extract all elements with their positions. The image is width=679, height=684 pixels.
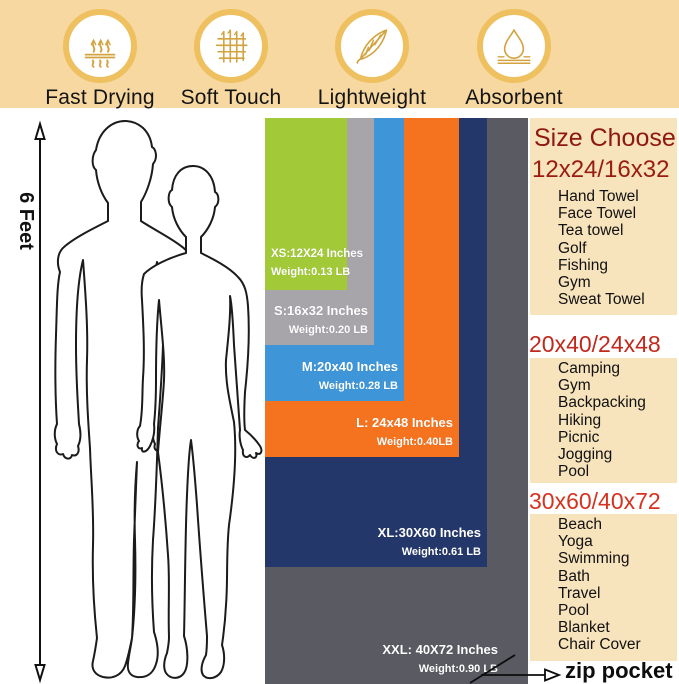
size-use-item: Picnic: [558, 428, 600, 446]
size-group-header-medium: 20x40/24x48: [529, 331, 661, 357]
size-use-item: Jogging: [558, 446, 613, 464]
size-group-list-medium: Camping Gym Backpacking Hiking Picnic Jogging…: [530, 360, 677, 480]
size-group-header-small: 12x24/16x32: [532, 156, 670, 183]
towel-weight-label: Weight:0.90 LB: [418, 663, 498, 675]
woman-outline: [136, 165, 263, 680]
size-use-item: Backpacking: [558, 394, 646, 412]
size-use-item: Swimming: [558, 550, 630, 568]
size-use-item: Fishing: [558, 256, 608, 274]
size-use-item: Travel: [558, 584, 601, 602]
feature-absorbent: Absorbent: [439, 0, 589, 109]
size-use-item: Gym: [558, 377, 591, 395]
towel-size-label: XS:12X24 Inches: [271, 248, 364, 260]
size-use-item: Camping: [558, 360, 621, 377]
zip-pocket-label: zip pocket: [565, 658, 673, 683]
feature-soft-touch: Soft Touch: [156, 0, 306, 109]
size-use-item: Tea towel: [558, 222, 624, 240]
towel-weight-label: Weight:0.28 LB: [318, 380, 398, 392]
size-use-item: Bath: [558, 567, 590, 585]
size-guide-panel-small: Size Choose 12x24/16x32 Hand Towel Face T…: [530, 118, 677, 315]
towel-weight-label: Weight:0.20 LB: [288, 324, 368, 336]
size-use-item: Hand Towel: [558, 188, 639, 205]
size-use-item: Blanket: [558, 619, 610, 637]
feature-label: Absorbent: [465, 86, 563, 109]
towel-size-label: XXL: 40X72 Inches: [382, 642, 498, 657]
size-use-item: Hiking: [558, 411, 602, 429]
feature-label: Lightweight: [317, 86, 427, 109]
size-guide-panel-large: Beach Yoga Swimming Bath Travel Pool Blanket Ch…: [530, 514, 677, 661]
feature-label: Fast Drying: [45, 86, 155, 109]
size-use-item: Pool: [558, 463, 590, 481]
size-use-item: Yoga: [558, 533, 593, 551]
feature-label: Soft Touch: [180, 86, 282, 109]
height-arrow-top-head: [34, 120, 46, 140]
lightweight-icon: [335, 9, 409, 83]
height-arrow-bottom-head: [34, 664, 46, 684]
feature-lightweight: Lightweight: [297, 0, 447, 109]
size-guide-panel-medium: Camping Gym Backpacking Hiking Picnic Jogging…: [530, 358, 677, 483]
absorbent-icon: [477, 9, 551, 83]
towel-weight-label: Weight:0.61 LB: [401, 546, 481, 558]
size-group-list-large: Beach Yoga Swimming Bath Travel Pool Blanket Ch…: [530, 516, 677, 654]
feature-banner: Fast Drying Soft Touch Ligh: [0, 0, 679, 109]
size-use-item: Sweat Towel: [558, 291, 645, 309]
size-use-item: Face Towel: [558, 205, 637, 223]
size-use-item: Gym: [558, 274, 591, 292]
towel-size-label: S:16x32 Inches: [274, 303, 368, 318]
towel-size-label: M:20x40 Inches: [301, 359, 398, 374]
towel-weight-label: Weight:0.13 LB: [271, 266, 351, 278]
soft-touch-icon: [194, 9, 268, 83]
size-group-list-small: Hand Towel Face Towel Tea towel Golf Fishing…: [530, 188, 677, 308]
size-guide-title: Size Choose: [534, 124, 676, 152]
size-use-item: Golf: [558, 239, 587, 257]
size-use-item: Beach: [558, 516, 602, 533]
feature-fast-drying: Fast Drying: [25, 0, 175, 109]
height-label: 6 Feet: [15, 192, 37, 250]
towel-weight-label: Weight:0.40LB: [376, 436, 453, 448]
towel-rect-xs: XS:12X24 Inches Weight:0.13 LB: [265, 118, 364, 290]
towel-size-label: L: 24x48 Inches: [356, 415, 453, 430]
size-use-item: Chair Cover: [558, 636, 641, 654]
size-use-item: Pool: [558, 602, 590, 620]
towel-size-label: XL:30X60 Inches: [377, 525, 481, 540]
height-arrow: [34, 120, 46, 684]
fast-drying-icon: [63, 9, 137, 83]
size-group-header-large: 30x60/40x72: [529, 488, 661, 514]
